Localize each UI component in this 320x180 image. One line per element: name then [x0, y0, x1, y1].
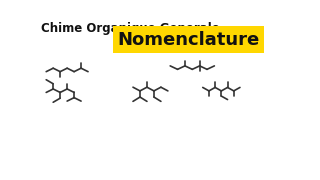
Text: Nomenclature: Nomenclature [117, 31, 260, 49]
Text: Chime Organique Generale: Chime Organique Generale [41, 22, 220, 35]
